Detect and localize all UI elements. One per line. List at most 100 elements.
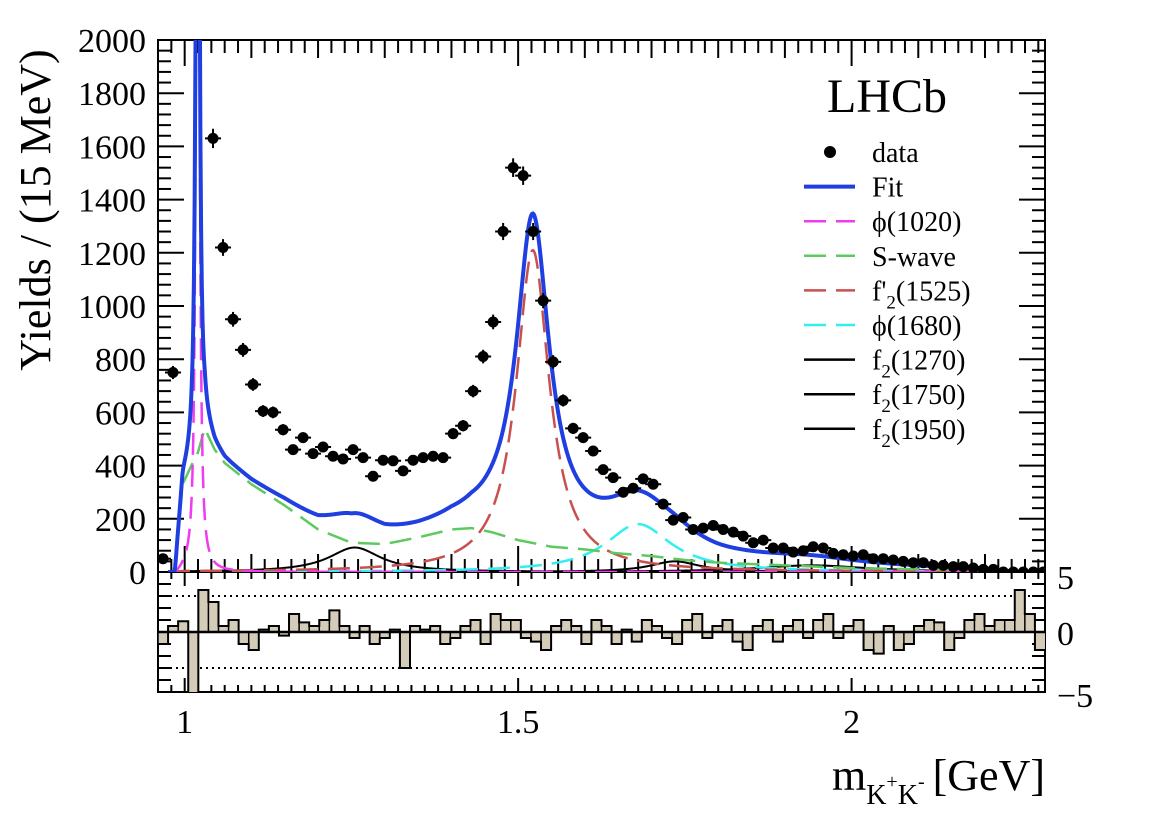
pull-bar bbox=[974, 614, 985, 632]
pull-bar bbox=[1014, 590, 1025, 632]
pull-bar bbox=[168, 626, 179, 632]
pull-bar bbox=[732, 632, 743, 642]
data-point bbox=[627, 482, 639, 494]
x-axis-title: mK+K- [GeV] bbox=[832, 751, 1045, 811]
pull-bar bbox=[218, 626, 229, 632]
pull-bar bbox=[299, 622, 310, 632]
pull-bar bbox=[379, 632, 390, 638]
data-point bbox=[987, 563, 999, 572]
data-point bbox=[967, 562, 979, 572]
pull-bar bbox=[702, 632, 713, 638]
data-point bbox=[277, 424, 289, 436]
data-point bbox=[817, 542, 829, 554]
pull-bar bbox=[722, 620, 733, 632]
pull-bar bbox=[601, 626, 612, 632]
data-point bbox=[607, 472, 619, 484]
legend-label-post: (1750) bbox=[891, 380, 966, 411]
data-point bbox=[757, 534, 769, 546]
pull-bar bbox=[520, 632, 531, 638]
data-point bbox=[947, 561, 959, 572]
pull-bar bbox=[883, 626, 894, 632]
pull-bar bbox=[329, 610, 340, 632]
data-point bbox=[907, 557, 919, 569]
data-point bbox=[557, 394, 569, 406]
data-point bbox=[687, 523, 699, 535]
data-point bbox=[317, 441, 329, 453]
data-point bbox=[617, 486, 629, 498]
data-point bbox=[417, 452, 429, 464]
legend-label-sub: 2 bbox=[881, 362, 891, 383]
pull-bar bbox=[793, 620, 804, 632]
data-point bbox=[937, 559, 949, 571]
pull-bar bbox=[843, 626, 854, 632]
data-point bbox=[437, 452, 449, 464]
pull-bar bbox=[863, 632, 874, 650]
axis-ticks bbox=[158, 39, 1045, 693]
pull-bar bbox=[954, 632, 965, 638]
data-point bbox=[497, 226, 509, 238]
pull-bar bbox=[873, 632, 884, 654]
pull-bar bbox=[309, 626, 320, 632]
pull-bar bbox=[409, 626, 421, 632]
x-axis-title-minus: - bbox=[918, 771, 925, 793]
data-point bbox=[377, 454, 389, 466]
experiment-label: LHCb bbox=[827, 70, 947, 123]
data-point bbox=[577, 432, 589, 444]
pull-bar bbox=[772, 632, 783, 642]
pull-bar bbox=[944, 632, 955, 650]
pull-bar bbox=[803, 632, 814, 638]
data-point bbox=[1007, 566, 1019, 572]
pull-outline bbox=[158, 589, 1045, 692]
pull-bar bbox=[349, 632, 360, 638]
pull-bar bbox=[470, 620, 481, 632]
pull-bar bbox=[611, 632, 622, 644]
data-point bbox=[797, 545, 809, 557]
legend-label-main: S-wave bbox=[872, 242, 956, 273]
pull-bar bbox=[238, 632, 249, 644]
data-point bbox=[507, 162, 519, 174]
data-point bbox=[237, 344, 249, 356]
pull-bar bbox=[278, 632, 290, 636]
legend-label-f21950: f2(1950) bbox=[872, 415, 965, 452]
curve-s-wave bbox=[168, 424, 1032, 572]
data-point bbox=[537, 295, 549, 307]
y-tick-labels: 0 200 400 600 800 1000 1200 1400 1600 1800 2000 bbox=[78, 23, 146, 592]
pull-bar bbox=[561, 620, 572, 632]
data-point bbox=[227, 313, 239, 325]
curve-phi-1020 bbox=[168, 40, 1032, 572]
data-point bbox=[567, 422, 579, 434]
pull-tick-labels: 5 0 −5 bbox=[1057, 560, 1093, 715]
y-tick-label: 1200 bbox=[78, 236, 146, 273]
x-tick-label: 1.5 bbox=[497, 704, 540, 741]
pull-bar bbox=[198, 590, 209, 632]
pull-bar bbox=[551, 626, 562, 632]
pull-bar bbox=[823, 614, 834, 632]
pull-bar bbox=[742, 632, 753, 650]
pull-bar bbox=[581, 632, 592, 644]
data-point bbox=[917, 557, 929, 569]
pull-bar bbox=[994, 620, 1005, 632]
pull-bar bbox=[782, 626, 794, 632]
data-point bbox=[847, 550, 859, 562]
fit-curves bbox=[168, 40, 1032, 572]
legend-label-main: ϕ(1020) bbox=[872, 207, 961, 238]
pull-bar bbox=[833, 632, 844, 638]
pull-tick-label: 0 bbox=[1057, 616, 1074, 653]
pull-bar bbox=[460, 626, 471, 632]
y-tick-label: 800 bbox=[95, 342, 146, 379]
pull-bar bbox=[661, 632, 673, 638]
x-axis-title-plus: + bbox=[886, 771, 897, 793]
data-points bbox=[158, 128, 1045, 572]
y-tick-label: 1400 bbox=[78, 183, 146, 220]
legend-label-swave: S-wave bbox=[872, 242, 956, 273]
curve-f2prime-1525 bbox=[168, 248, 1032, 572]
pull-bar bbox=[853, 620, 864, 632]
legend-label-post: (1270) bbox=[891, 346, 966, 377]
pull-bar bbox=[1034, 632, 1045, 650]
pull-bar bbox=[762, 620, 773, 632]
pull-bar bbox=[399, 632, 410, 668]
data-point bbox=[267, 406, 279, 418]
x-axis-title-unit: [GeV] bbox=[933, 751, 1045, 800]
data-point bbox=[597, 464, 609, 476]
data-point bbox=[447, 428, 459, 440]
